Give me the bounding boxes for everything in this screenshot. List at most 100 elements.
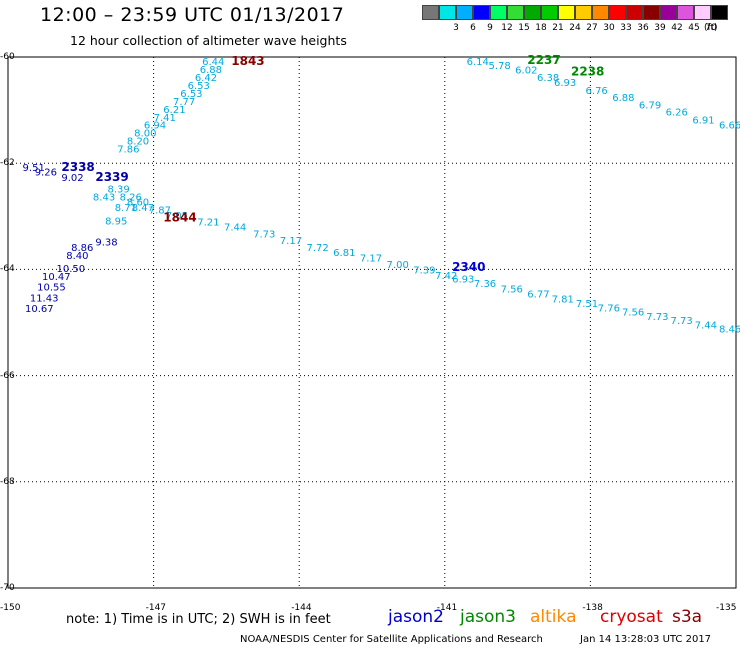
wave-height-label: 6.94 bbox=[144, 121, 166, 132]
wave-height-label: 10.50 bbox=[57, 264, 86, 275]
wave-height-label: 8.47 bbox=[132, 203, 154, 214]
scale-swatch bbox=[643, 5, 660, 20]
scale-label: 36 bbox=[637, 23, 649, 33]
wave-height-label: 7.17 bbox=[360, 253, 382, 264]
wave-height-label: 9.02 bbox=[61, 173, 83, 184]
scale-label: 21 bbox=[552, 23, 564, 33]
wave-height-label: 6.14 bbox=[467, 57, 489, 68]
wave-height-label: 10.55 bbox=[37, 283, 66, 294]
wave-height-label: 8.43 bbox=[93, 192, 115, 203]
scale-label: 45 bbox=[688, 23, 700, 33]
scale-label: 27 bbox=[586, 23, 598, 33]
wave-height-label: 7.56 bbox=[501, 284, 523, 295]
scale-label: 39 bbox=[654, 23, 666, 33]
wave-height-label: 7.73 bbox=[253, 230, 275, 241]
wave-height-label: 7.81 bbox=[552, 294, 574, 305]
wave-height-label: 9.51 bbox=[23, 163, 45, 174]
wave-height-label: 7.87 bbox=[149, 206, 171, 217]
scale-swatch bbox=[422, 5, 439, 20]
wave-height-label: 6.21 bbox=[163, 105, 185, 116]
scale-swatch bbox=[541, 5, 558, 20]
lon-tick-label: -141 bbox=[436, 603, 458, 613]
wave-height-label: 7.39 bbox=[413, 266, 435, 277]
pass-number-label: 1843 bbox=[231, 54, 264, 68]
pass-number-label: 2238 bbox=[571, 65, 604, 79]
wave-height-label: 8.26 bbox=[120, 192, 142, 203]
wave-height-label: 7.77 bbox=[173, 97, 195, 108]
pass-number-label: 2340 bbox=[452, 260, 485, 274]
lat-tick-label: -64 bbox=[0, 264, 15, 275]
satellite-legend-item: altika bbox=[530, 607, 577, 627]
satellite-legend-item: jason2 bbox=[388, 607, 444, 627]
wave-height-label: 8.39 bbox=[107, 184, 129, 195]
lat-tick-label: -70 bbox=[0, 583, 15, 593]
scale-swatch bbox=[575, 5, 592, 20]
wave-height-label: 8.46 bbox=[719, 325, 740, 336]
lat-tick-label: -68 bbox=[0, 476, 15, 487]
wave-height-label: 7.73 bbox=[670, 316, 692, 327]
scale-label: 6 bbox=[470, 23, 476, 33]
credit-text: NOAA/NESDIS Center for Satellite Applica… bbox=[240, 634, 543, 645]
scale-swatch bbox=[592, 5, 609, 20]
scale-label: 12 bbox=[501, 23, 513, 33]
wave-height-label: 6.93 bbox=[452, 275, 474, 286]
scale-swatch bbox=[609, 5, 626, 20]
scale-label: 15 bbox=[518, 23, 530, 33]
wave-height-label: 7.42 bbox=[435, 271, 457, 282]
scale-swatch bbox=[524, 5, 541, 20]
wave-height-label: 6.91 bbox=[692, 115, 714, 126]
wave-height-label: 7.72 bbox=[306, 243, 328, 254]
map-subtitle: 12 hour collection of altimeter wave hei… bbox=[70, 33, 347, 48]
wave-height-label: 8.60 bbox=[127, 198, 149, 209]
wave-height-label: 7.86 bbox=[117, 145, 139, 156]
wave-height-label: 7.44 bbox=[224, 223, 246, 234]
scale-swatch bbox=[626, 5, 643, 20]
scale-unit: (ft) bbox=[704, 23, 718, 33]
scale-swatch bbox=[694, 5, 711, 20]
lat-tick-label: -62 bbox=[0, 158, 15, 169]
pass-number-label: 2339 bbox=[95, 170, 128, 184]
wave-height-label: 7.73 bbox=[646, 312, 668, 323]
scale-swatch bbox=[439, 5, 456, 20]
wave-height-label: 6.44 bbox=[202, 57, 224, 68]
wave-height-label: 11.43 bbox=[30, 293, 59, 304]
scale-label: 70 bbox=[705, 23, 717, 33]
wave-height-label: 6.88 bbox=[612, 93, 634, 104]
wave-height-label: 6.77 bbox=[527, 290, 549, 301]
scale-swatch bbox=[677, 5, 694, 20]
wave-height-label: 7.17 bbox=[280, 236, 302, 247]
satellite-legend-item: s3a bbox=[672, 607, 703, 627]
wave-height-label: 9.26 bbox=[35, 167, 57, 178]
wave-height-label: 6.66 bbox=[719, 121, 740, 132]
wave-height-label: 6.81 bbox=[333, 248, 355, 259]
pass-number-label: 1844 bbox=[163, 211, 196, 225]
wave-height-label: 7.76 bbox=[598, 303, 620, 314]
wave-height-label: 6.79 bbox=[639, 101, 661, 112]
scale-label: 3 bbox=[453, 23, 459, 33]
scale-swatch bbox=[711, 5, 728, 20]
lon-tick-label: -144 bbox=[291, 603, 312, 613]
wave-height-label: 6.76 bbox=[586, 86, 608, 97]
wave-height-label: 7.51 bbox=[576, 299, 598, 310]
lat-tick-label: -60 bbox=[0, 52, 15, 62]
scale-swatch bbox=[490, 5, 507, 20]
scale-label: 18 bbox=[535, 23, 547, 33]
wave-height-label: 7.00 bbox=[387, 260, 409, 271]
scale-swatch bbox=[558, 5, 575, 20]
wave-height-label: 7.36 bbox=[474, 279, 496, 290]
wave-height-label: 7.44 bbox=[695, 320, 717, 331]
scale-swatch bbox=[507, 5, 524, 20]
wave-height-label: 7.05 bbox=[166, 211, 188, 222]
wave-height-label: 7.56 bbox=[622, 308, 644, 319]
wave-height-label: 10.67 bbox=[25, 304, 54, 315]
scale-swatch bbox=[660, 5, 677, 20]
wave-height-label: 6.53 bbox=[180, 89, 202, 100]
map-frame bbox=[7, 56, 737, 589]
satellite-legend-item: jason3 bbox=[460, 607, 516, 627]
scale-label: 24 bbox=[569, 23, 581, 33]
pass-number-label: 2338 bbox=[61, 160, 94, 174]
timestamp: Jan 14 13:28:03 UTC 2017 bbox=[580, 634, 712, 645]
wave-height-label: 8.40 bbox=[66, 251, 88, 262]
lon-tick-label: -138 bbox=[582, 603, 603, 613]
